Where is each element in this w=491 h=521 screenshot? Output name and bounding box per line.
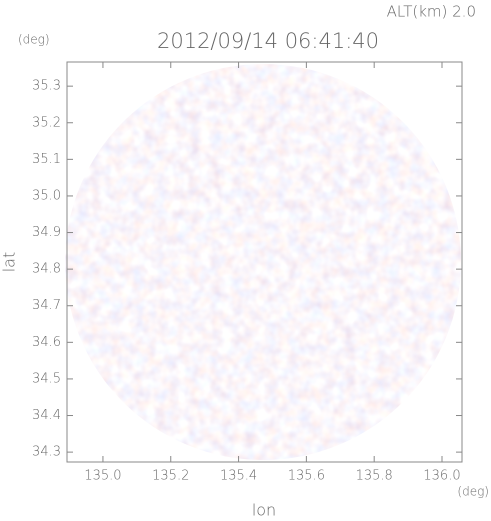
x-tick-label: 135.4 [220,469,257,484]
x-tick-label: 136.0 [423,469,460,484]
chart-title: 2012/09/14 06:41:40 [157,29,379,53]
x-tick-label: 135.2 [152,469,189,484]
plot-frame [66,61,463,463]
y-unit: (deg) [18,33,50,47]
radar-disk [65,64,461,460]
y-tick-label: 35.2 [32,115,61,130]
y-tick-label: 35.0 [32,188,61,203]
y-tick-label: 34.6 [32,335,61,350]
y-tick-label: 34.7 [32,298,61,313]
y-axis-label: lat [0,252,19,273]
reflectivity-field [65,64,461,460]
y-tick-label: 35.3 [32,79,61,94]
y-tick-label: 34.4 [32,408,61,423]
x-unit: (deg) [457,485,489,499]
x-tick-label: 135.6 [288,469,325,484]
y-tick-label: 34.8 [32,262,61,277]
y-tick-label: 34.3 [32,445,61,460]
x-axis-label: lon [252,501,276,520]
y-tick-label: 34.5 [32,371,61,386]
x-tick-label: 135.0 [84,469,121,484]
x-tick-label: 135.8 [356,469,393,484]
y-tick-label: 34.9 [32,225,61,240]
y-tick-label: 35.1 [32,152,61,167]
altitude-label: ALT(km) 2.0 [387,3,476,21]
